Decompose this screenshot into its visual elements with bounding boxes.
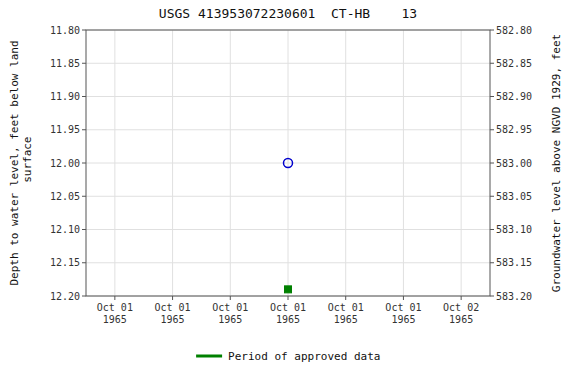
x-tick-label-line: Oct 01 <box>212 302 248 313</box>
circle-point <box>284 159 293 168</box>
x-tick-label: Oct 011965 <box>97 302 133 325</box>
y2-tick-label: 583.05 <box>496 191 532 202</box>
y2-tick <box>490 296 494 297</box>
y-grid-line <box>86 63 490 64</box>
y-grid-line <box>86 129 490 130</box>
y2-tick-label: 582.95 <box>496 124 532 135</box>
y2-tick-label: 583.20 <box>496 291 532 302</box>
y2-tick <box>490 262 494 263</box>
x-tick-label-line: 1965 <box>334 314 358 325</box>
y-tick-label: 11.80 <box>50 25 80 36</box>
x-tick-label-line: 1965 <box>103 314 127 325</box>
x-tick <box>288 296 289 300</box>
y-tick-label: 12.05 <box>50 191 80 202</box>
x-axis: Oct 011965Oct 011965Oct 011965Oct 011965… <box>97 296 479 325</box>
y-tick <box>82 196 86 197</box>
y-tick-label: 12.15 <box>50 257 80 268</box>
y-label: Depth to water level, feet below land su… <box>8 40 34 285</box>
y2-tick <box>490 129 494 130</box>
y2-tick <box>490 63 494 64</box>
y-tick-label: 11.90 <box>50 91 80 102</box>
y2-tick <box>490 196 494 197</box>
y2-tick <box>490 163 494 164</box>
y-grid-line <box>86 163 490 164</box>
x-tick-label-line: 1965 <box>161 314 185 325</box>
x-tick-label: Oct 011965 <box>155 302 191 325</box>
x-tick <box>230 296 231 300</box>
y-tick <box>82 63 86 64</box>
x-tick-label-line: 1965 <box>391 314 415 325</box>
y-tick-label: 12.10 <box>50 224 80 235</box>
y2-tick <box>490 30 494 31</box>
x-tick <box>114 296 115 300</box>
x-tick-label: Oct 011965 <box>270 302 306 325</box>
y2-tick <box>490 96 494 97</box>
data-marks <box>284 159 293 293</box>
y2-axis: 582.80 582.85 582.90 582.95 583.00 583.05 583.… <box>490 25 532 302</box>
y-label-line: Depth to water level, feet below land <box>8 40 21 285</box>
y-tick-label: 12.20 <box>50 291 80 302</box>
x-tick-label-line: Oct 01 <box>270 302 306 313</box>
y-tick <box>82 163 86 164</box>
y2-tick-label: 583.15 <box>496 257 532 268</box>
plot-frame <box>86 30 490 296</box>
y-tick-label: 11.85 <box>50 58 80 69</box>
y-tick-label: 11.95 <box>50 124 80 135</box>
x-tick-label-line: 1965 <box>449 314 473 325</box>
x-tick-label-line: Oct 01 <box>385 302 421 313</box>
legend-swatch <box>196 355 222 358</box>
x-tick-label-line: Oct 01 <box>328 302 364 313</box>
x-tick-label: Oct 011965 <box>385 302 421 325</box>
x-tick <box>403 296 404 300</box>
x-tick-label-line: Oct 01 <box>155 302 191 313</box>
y-axis: 11.80 11.85 11.90 11.95 12.00 12.05 12.10 12.15… <box>50 25 86 302</box>
y2-tick-label: 583.10 <box>496 224 532 235</box>
y-grid-line <box>86 262 490 263</box>
square-point <box>285 286 292 293</box>
y2-tick <box>490 229 494 230</box>
y-tick <box>82 129 86 130</box>
y2-tick-label: 583.00 <box>496 158 532 169</box>
y-label-line: surface <box>21 137 34 190</box>
x-tick-label-line: 1965 <box>276 314 300 325</box>
grid <box>86 30 490 296</box>
y-tick-label: 12.00 <box>50 158 80 169</box>
x-tick-label-line: Oct 01 <box>97 302 133 313</box>
y-tick <box>82 30 86 31</box>
y-tick <box>82 96 86 97</box>
x-tick-label-line: Oct 02 <box>443 302 479 313</box>
y2-label: Groundwater level above NGVD 1929, feet <box>550 34 563 292</box>
x-tick-label: Oct 021965 <box>443 302 479 325</box>
x-tick <box>172 296 173 300</box>
title: USGS 413953072230601 CT-HB 13 <box>159 6 417 21</box>
legend-label: Period of approved data <box>228 350 380 363</box>
y-grid-line <box>86 196 490 197</box>
x-tick <box>345 296 346 300</box>
y2-tick-label: 582.90 <box>496 91 532 102</box>
y-tick <box>82 229 86 230</box>
x-tick <box>461 296 462 300</box>
x-tick-label: Oct 011965 <box>328 302 364 325</box>
x-tick-label-line: 1965 <box>218 314 242 325</box>
y-grid-line <box>86 229 490 230</box>
y-tick <box>82 262 86 263</box>
y2-tick-label: 582.85 <box>496 58 532 69</box>
y-grid-line <box>86 96 490 97</box>
y-tick <box>82 296 86 297</box>
x-tick-label: Oct 011965 <box>212 302 248 325</box>
y2-tick-label: 582.80 <box>496 25 532 36</box>
legend: Period of approved data <box>196 350 380 363</box>
chart: 11.80 11.85 11.90 11.95 12.00 12.05 12.10 12.15… <box>0 0 576 384</box>
